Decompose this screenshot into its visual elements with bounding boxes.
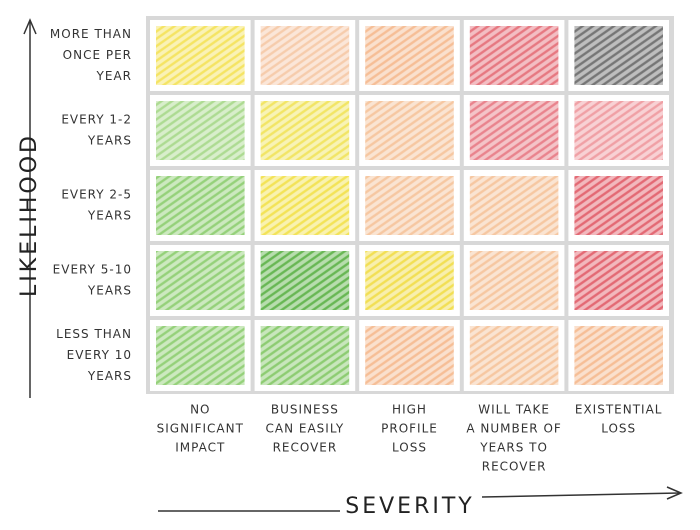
column-label: SIGNIFICANT [157, 422, 244, 436]
x-axis-arrow [481, 492, 681, 498]
column-label: LOSS [392, 441, 427, 455]
row-label: LESS THAN [56, 327, 132, 341]
risk-cell [469, 251, 559, 310]
column-label: HIGH [392, 403, 427, 417]
column-label: PROFILE [381, 422, 438, 436]
x-axis-title: SEVERITY [345, 494, 474, 519]
row-label: EVERY 5-10 [53, 263, 132, 277]
risk-cell [365, 326, 454, 385]
column-label: NO [190, 403, 210, 417]
risk-cell [156, 26, 245, 85]
risk-cell [156, 176, 245, 235]
risk-cell [260, 326, 350, 385]
risk-cell [574, 26, 663, 85]
risk-cell [574, 326, 663, 385]
risk-cell [365, 176, 454, 235]
row-label: EVERY 2-5 [61, 188, 132, 202]
risk-cell [365, 26, 454, 85]
risk-cell [260, 101, 350, 160]
column-label: LOSS [601, 422, 636, 436]
risk-cell [574, 176, 663, 235]
row-label: MORE THAN [50, 27, 132, 41]
risk-cell [156, 251, 245, 310]
risk-cell [469, 101, 559, 160]
row-label: YEARS [87, 369, 132, 383]
risk-cell [260, 176, 350, 235]
y-axis-arrowhead [23, 18, 37, 35]
risk-cell [469, 326, 559, 385]
risk-cell [469, 176, 559, 235]
row-label: EVERY 1-2 [61, 113, 132, 127]
row-label: YEARS [87, 209, 132, 223]
y-axis-title: LIKELIHOOD [17, 133, 42, 297]
risk-cell [574, 251, 663, 310]
risk-cell [260, 251, 350, 310]
row-label: ONCE PER [63, 48, 132, 62]
column-label: WILL TAKE [478, 403, 550, 417]
column-label: IMPACT [175, 441, 225, 455]
risk-cell [156, 101, 245, 160]
column-label: RECOVER [273, 441, 338, 455]
risk-cell [156, 326, 245, 385]
row-label: YEARS [87, 284, 132, 298]
risk-cell [574, 101, 663, 160]
column-label: A NUMBER OF [466, 422, 561, 436]
risk-cell [469, 26, 559, 85]
row-label: YEAR [96, 69, 132, 83]
column-label: EXISTENTIAL [575, 403, 663, 417]
column-label: CAN EASILY [266, 422, 345, 436]
column-label: YEARS TO [479, 441, 548, 455]
x-axis-arrowhead [666, 486, 683, 500]
column-label: BUSINESS [271, 403, 339, 417]
risk-cell [365, 251, 454, 310]
risk-cell [260, 26, 350, 85]
column-label: RECOVER [482, 460, 547, 474]
row-label: YEARS [87, 134, 132, 148]
risk-cell [365, 101, 454, 160]
row-label: EVERY 10 [67, 348, 132, 362]
